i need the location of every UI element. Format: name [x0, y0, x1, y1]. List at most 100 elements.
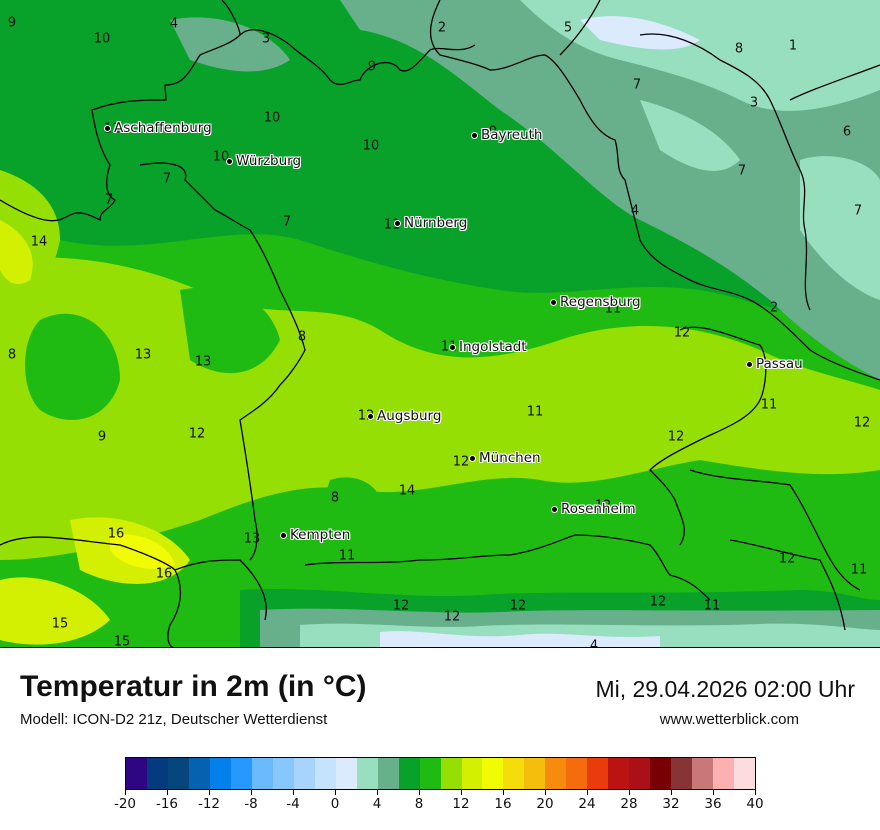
legend-tick-mark	[587, 790, 588, 795]
city-dot-icon	[469, 454, 476, 462]
temperature-value-label: 12	[594, 498, 612, 514]
city-marker: Augsburg	[367, 408, 441, 424]
temperature-value-label: 13	[134, 347, 152, 363]
legend-color-swatch	[650, 758, 672, 789]
legend-tick-mark	[545, 790, 546, 795]
temperature-value-label: 11	[526, 404, 544, 420]
temperature-value-label: 14	[30, 234, 48, 250]
city-dot-icon	[226, 157, 233, 165]
temperature-value-label: 12	[778, 551, 796, 567]
legend-color-swatch	[377, 758, 399, 789]
legend-color-swatch	[713, 758, 735, 789]
city-marker: Nürnberg	[394, 215, 467, 231]
legend-tick-label: 24	[578, 796, 596, 812]
city-name: Würzburg	[236, 153, 302, 169]
legend-color-swatch	[566, 758, 588, 789]
legend-color-swatch	[251, 758, 273, 789]
temperature-value-label: 9	[97, 429, 107, 445]
temperature-value-label: 11	[703, 598, 721, 614]
legend-tick-label: 32	[662, 796, 680, 812]
legend-color-swatch	[629, 758, 651, 789]
temperature-value-label: 7	[853, 203, 863, 219]
temperature-value-label: 12	[673, 325, 691, 341]
temperature-value-label: 12	[188, 426, 206, 442]
legend-tick-label: 40	[746, 796, 764, 812]
temperature-value-label: 11	[850, 562, 868, 578]
city-name: München	[479, 450, 541, 466]
temperature-value-label: 8	[7, 347, 17, 363]
city-name: Passau	[756, 356, 803, 372]
legend-color-swatch	[587, 758, 609, 789]
chart-title: Temperatur in 2m (in °C)	[20, 670, 367, 703]
temperature-value-label: 14	[398, 483, 416, 499]
city-marker: Würzburg	[226, 153, 301, 169]
temperature-value-label: 12	[357, 408, 375, 424]
city-dot-icon	[551, 505, 558, 513]
legend-color-swatch	[335, 758, 357, 789]
temperature-value-label: 9	[367, 59, 377, 75]
temperature-value-label: 5	[563, 20, 573, 36]
city-name: Augsburg	[377, 408, 442, 424]
legend-tick-label: 0	[330, 796, 340, 812]
temperature-value-label: 6	[842, 124, 852, 140]
temperature-value-label: 8	[330, 490, 340, 506]
city-dot-icon	[471, 131, 478, 139]
temperature-value-label: 12	[853, 415, 871, 431]
legend-color-swatch	[608, 758, 630, 789]
legend-color-swatch	[293, 758, 315, 789]
temperature-value-label: 12	[443, 609, 461, 625]
legend-color-swatch	[167, 758, 189, 789]
city-name: Kempten	[290, 527, 351, 543]
temperature-value-label: 15	[113, 634, 131, 648]
temperature-value-label: 12	[392, 598, 410, 614]
city-dot-icon	[104, 124, 111, 132]
legend-color-swatch	[146, 758, 168, 789]
legend-tick-mark	[251, 790, 252, 795]
website-link[interactable]: www.wetterblick.com	[659, 711, 799, 728]
legend-tick-mark	[335, 790, 336, 795]
legend-tick-mark	[629, 790, 630, 795]
city-name: Regensburg	[560, 294, 641, 310]
legend-tick-mark	[293, 790, 294, 795]
temperature-field	[0, 0, 880, 647]
legend-tick-label: 16	[494, 796, 512, 812]
legend-color-swatch	[692, 758, 714, 789]
city-name: Nürnberg	[404, 215, 468, 231]
temperature-value-label: 8	[297, 329, 307, 345]
legend-tick-label: -16	[155, 796, 179, 812]
legend-ticks: -20 -16 -12 -8 -4 0 4 8 12 16 20 24 28 32 36 40	[114, 790, 764, 820]
legend-tick-label: -8	[244, 796, 258, 812]
city-marker: Passau	[746, 356, 803, 372]
temperature-value-label: 2	[769, 300, 779, 316]
city-dot-icon	[280, 531, 287, 539]
temperature-map: 9 4 10 3 9 2 5 8 1 7 3 6 10 11 10 10 9 7 7 7 7 11 4 7 14 2 11 12 8 8 1…	[0, 0, 880, 648]
legend-tick-label: -12	[197, 796, 221, 812]
city-marker: Rosenheim	[551, 501, 636, 517]
city-marker: Kempten	[280, 527, 350, 543]
legend-tick-label: 36	[704, 796, 722, 812]
forecast-datetime: Mi, 29.04.2026 02:00 Uhr	[595, 676, 855, 702]
temperature-value-label: 10	[263, 110, 281, 126]
legend-color-swatch	[734, 758, 756, 789]
legend-color-swatch	[461, 758, 483, 789]
legend-tick-label: 20	[536, 796, 554, 812]
legend-tick-mark	[167, 790, 168, 795]
legend-color-swatch	[545, 758, 567, 789]
temperature-value-label: 1	[788, 38, 798, 54]
legend-color-swatch	[524, 758, 546, 789]
temperature-value-label: 4	[169, 16, 179, 32]
temperature-value-label: 7	[282, 214, 292, 230]
legend-color-swatch	[356, 758, 378, 789]
temperature-value-label: 10	[93, 31, 111, 47]
temperature-value-label: 11	[760, 397, 778, 413]
city-name: Aschaffenburg	[114, 120, 212, 136]
legend-tick-mark	[713, 790, 714, 795]
legend-tick-mark	[671, 790, 672, 795]
legend-color-swatch	[440, 758, 462, 789]
city-dot-icon	[449, 343, 456, 351]
temperature-value-label: 8	[734, 41, 744, 57]
legend-color-swatch	[126, 758, 147, 789]
legend-tick-label: -4	[286, 796, 300, 812]
legend-color-swatch	[188, 758, 210, 789]
temperature-value-label: 2	[437, 20, 447, 36]
